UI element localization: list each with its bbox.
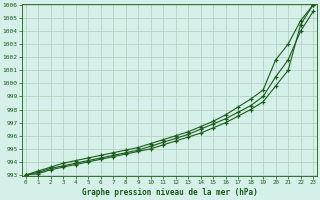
X-axis label: Graphe pression niveau de la mer (hPa): Graphe pression niveau de la mer (hPa) (82, 188, 257, 197)
